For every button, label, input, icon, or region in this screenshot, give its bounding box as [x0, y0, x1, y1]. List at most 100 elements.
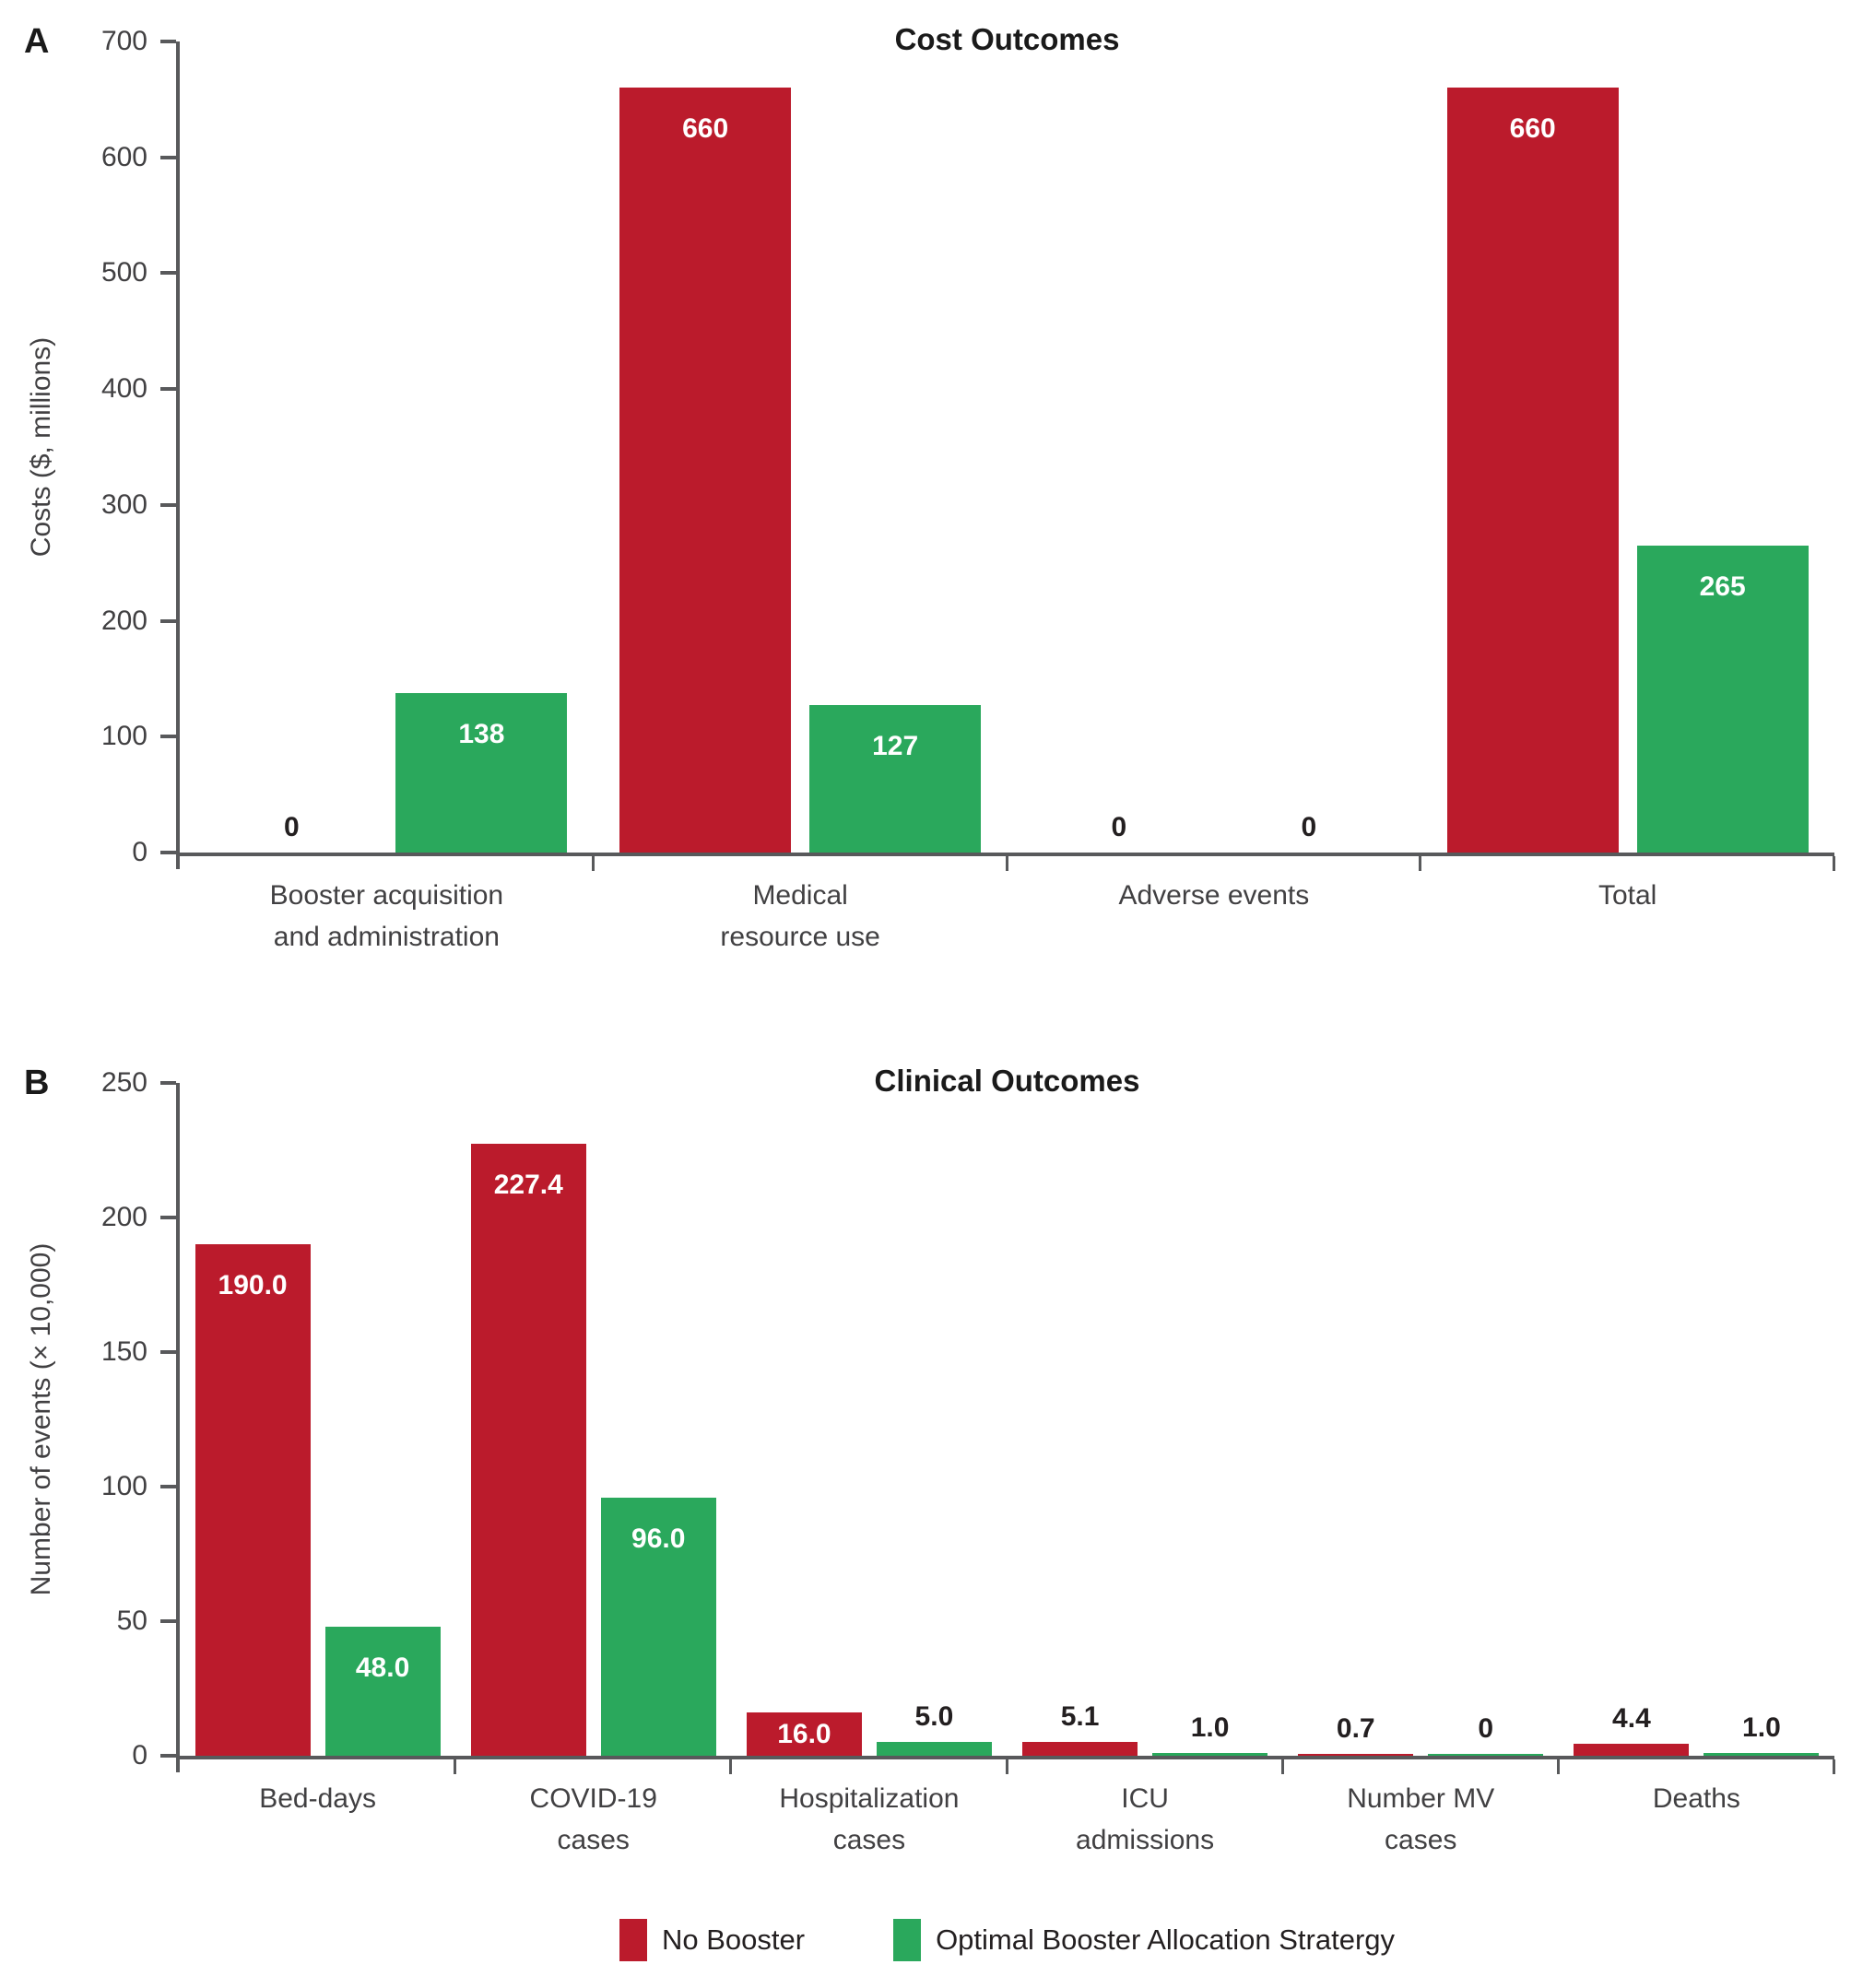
category-label-line: Number MV [1347, 1783, 1495, 1814]
x-axis-line [176, 853, 1834, 856]
bar-value-label: 138 [458, 718, 505, 749]
category-label: Number MV cases [1283, 1778, 1559, 1861]
category-label: Medical resource use [594, 875, 1008, 958]
bar-no_booster [1298, 1753, 1414, 1756]
bar-optimal [600, 1497, 716, 1756]
category-label: ICU admissions [1008, 1778, 1283, 1861]
category-label-line: resource use [720, 922, 880, 952]
panel-a-letter: A [24, 22, 50, 61]
optimal-booster-swatch-icon [893, 1919, 922, 1961]
category-label-line: Hospitalization [779, 1783, 960, 1814]
bar-value-label: 190.0 [218, 1270, 288, 1301]
panel-b-title: Clinical Outcomes [874, 1064, 1140, 1098]
no-booster-legend-label: No Booster [661, 1923, 806, 1956]
bar-value-label: 1.0 [1742, 1712, 1781, 1744]
y-axis-tick [160, 155, 176, 159]
y-axis-tick-label: 400 [100, 373, 147, 405]
category-label-line: Total [1598, 880, 1657, 911]
category-label-line: Booster acquisition [269, 880, 504, 911]
panel-a-plot: 0 100 200 300 400 500 600 700 Booster acquisitio… [101, 26, 1835, 952]
x-axis-boundary-tick [1005, 1759, 1008, 1774]
y-axis-tick-label: 100 [100, 1471, 147, 1501]
category-label-line: cases [1385, 1825, 1457, 1855]
x-axis-boundary-tick [454, 1759, 457, 1774]
bar-value-label: 1.0 [1190, 1712, 1230, 1744]
bar-optimal [1704, 1753, 1820, 1756]
x-axis-boundary-tick [729, 1759, 733, 1774]
y-axis-tick [160, 1754, 176, 1758]
category-label-line: COVID-19 [529, 1783, 657, 1814]
category-label: Hospitalization cases [731, 1778, 1007, 1861]
bar-value-label: 127 [872, 731, 919, 762]
bar-value-label: 5.1 [1060, 1701, 1100, 1733]
panel-b-letter: B [24, 1064, 50, 1102]
bar-value-label: 660 [1509, 113, 1556, 145]
y-axis-tick-label: 50 [116, 1606, 147, 1636]
category-label-line: cases [832, 1825, 906, 1855]
y-axis-tick [160, 851, 176, 854]
bar-no_booster [1022, 1742, 1138, 1756]
panel-a-title: Cost Outcomes [894, 22, 1120, 56]
y-axis-tick-label: 0 [132, 1740, 147, 1770]
y-axis-tick [160, 1350, 176, 1354]
y-axis-tick [160, 1216, 176, 1219]
bar-value-label: 227.4 [493, 1169, 563, 1200]
bar-value-label: 0 [1301, 812, 1317, 842]
category-label-line: Medical [752, 880, 848, 911]
panel-b-y-axis-label: Number of events (× 10,000) [26, 1242, 56, 1596]
bar-no_booster [746, 1712, 862, 1756]
bar-no_booster [1446, 88, 1619, 853]
y-axis-tick [160, 271, 176, 276]
y-axis-tick-label: 600 [100, 141, 147, 172]
x-axis-line [176, 1756, 1834, 1759]
legend-item-optimal-booster: Optimal Booster Allocation Stratergy [893, 1919, 1395, 1961]
category-label-line: admissions [1076, 1825, 1215, 1855]
x-axis-boundary-tick [1280, 1759, 1284, 1774]
y-axis-tick [160, 618, 176, 623]
category-label: Bed-days [180, 1778, 455, 1819]
bar-value-label: 4.4 [1612, 1703, 1651, 1735]
x-axis-boundary-tick [1419, 856, 1422, 871]
bar-no_booster [470, 1143, 586, 1756]
x-axis-boundary-tick [1556, 1759, 1560, 1774]
y-axis-line [176, 1083, 180, 1772]
y-axis-tick-label: 500 [100, 257, 147, 288]
bar-value-label: 0 [284, 812, 300, 842]
bar-no_booster [619, 88, 792, 853]
y-axis-tick-label: 100 [100, 721, 147, 752]
category-label-line: ICU [1121, 1783, 1169, 1814]
legend-item-no-booster: No Booster [619, 1919, 805, 1961]
y-axis-tick [160, 502, 176, 507]
bar-value-label: 48.0 [355, 1652, 410, 1683]
y-axis-tick-label: 200 [100, 1202, 147, 1232]
bar-optimal [1152, 1753, 1268, 1756]
legend: No Booster Optimal Booster Allocation St… [180, 1919, 1834, 1961]
y-axis-tick-label: 700 [100, 26, 147, 56]
bar-value-label: 0.7 [1336, 1712, 1375, 1744]
category-label: COVID-19 cases [455, 1778, 731, 1861]
category-label: Adverse events [1008, 875, 1421, 916]
y-axis-line [176, 41, 180, 869]
y-axis-tick-label: 250 [100, 1067, 147, 1098]
bar-optimal [1636, 545, 1809, 853]
panel-b-plot: 0 50 100 150 200 250 Bed-days 190.0 48.0 COVID-19… [101, 1067, 1835, 1855]
y-axis-tick [160, 1485, 176, 1488]
bar-optimal [876, 1742, 992, 1756]
no-booster-swatch-icon [619, 1919, 647, 1961]
y-axis-tick [160, 1081, 176, 1085]
bar-value-label: 660 [682, 113, 729, 145]
bar-value-label: 96.0 [631, 1523, 686, 1554]
y-axis-tick-label: 300 [100, 488, 147, 520]
panel-a: A Cost Outcomes Costs ($, millions) 0 100… [24, 22, 1835, 952]
y-axis-tick-label: 200 [100, 605, 147, 636]
category-label: Total [1421, 875, 1834, 916]
bar-optimal [809, 705, 982, 853]
bar-optimal [395, 692, 568, 853]
category-label-line: and administration [273, 922, 500, 952]
bar-value-label: 0 [1478, 1713, 1494, 1744]
bar-value-label: 265 [1699, 571, 1746, 602]
bar-value-label: 0 [1111, 812, 1127, 842]
x-axis-boundary-tick [1833, 856, 1835, 871]
bar-no_booster [195, 1244, 311, 1756]
